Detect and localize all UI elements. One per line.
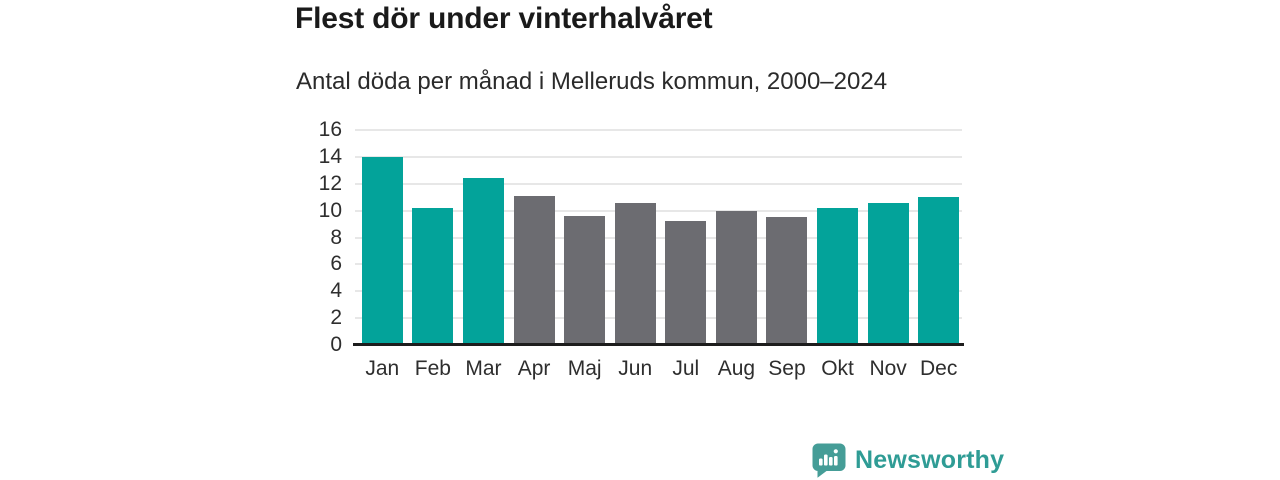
x-tick-label-sep: Sep	[768, 357, 806, 380]
x-tick-label-aug: Aug	[717, 357, 756, 380]
bar-feb	[412, 207, 454, 345]
x-tick-label-jan: Jan	[365, 357, 400, 380]
newsworthy-logo-icon	[812, 443, 846, 478]
bar-chart-plot-area: 0 2 4 6 8 10 12 14 16 Jan Feb Mar Apr Maj Jun Jul Aug Sep…	[319, 118, 964, 380]
bar-sep	[766, 217, 808, 345]
x-tick-label-jun: Jun	[618, 357, 653, 380]
y-tick-label-2: 2	[330, 306, 342, 330]
y-tick-label-0: 0	[330, 333, 342, 356]
x-tick-label-nov: Nov	[869, 357, 907, 380]
gridline-y6	[355, 263, 962, 266]
gridline-y12	[355, 182, 962, 185]
x-tick-label-okt: Okt	[821, 357, 854, 380]
x-tick-label-mar: Mar	[465, 357, 502, 380]
bar-maj	[564, 216, 606, 345]
bar-jan	[361, 156, 403, 345]
gridline-y4	[355, 290, 962, 293]
bar-mar	[462, 178, 504, 345]
bar-jul	[665, 221, 707, 345]
x-tick-label-maj: Maj	[567, 357, 602, 380]
gridline-y10	[355, 209, 962, 212]
bar-okt	[817, 207, 859, 345]
bar-apr	[513, 195, 555, 345]
x-tick-label-jul: Jul	[672, 357, 700, 380]
gridline-y14	[355, 155, 962, 158]
x-tick-label-feb: Feb	[414, 357, 451, 380]
chart-subtitle: Antal döda per månad i Melleruds kommun,…	[296, 68, 888, 95]
bar-aug	[715, 210, 757, 345]
x-axis-line	[353, 343, 964, 346]
y-tick-label-6: 6	[330, 252, 342, 276]
y-tick-label-12: 12	[318, 171, 342, 195]
bar-jun	[614, 202, 656, 345]
x-tick-label-dec: Dec	[920, 357, 958, 380]
y-tick-label-16: 16	[318, 118, 342, 141]
y-tick-label-10: 10	[318, 198, 342, 222]
y-tick-label-4: 4	[330, 279, 342, 303]
brand-footer: Newsworthy	[812, 443, 1004, 478]
gridline-y2	[355, 317, 962, 320]
brand-name: Newsworthy	[855, 446, 1005, 474]
bar-nov	[867, 202, 909, 345]
x-tick-label-apr: Apr	[517, 357, 551, 380]
y-tick-label-14: 14	[318, 144, 342, 168]
bar-dec	[918, 197, 960, 345]
y-tick-label-8: 8	[330, 225, 342, 249]
gridline-y16	[355, 129, 962, 131]
gridline-y8	[355, 236, 962, 239]
chart-title: Flest dör under vinterhalvåret	[295, 2, 713, 35]
